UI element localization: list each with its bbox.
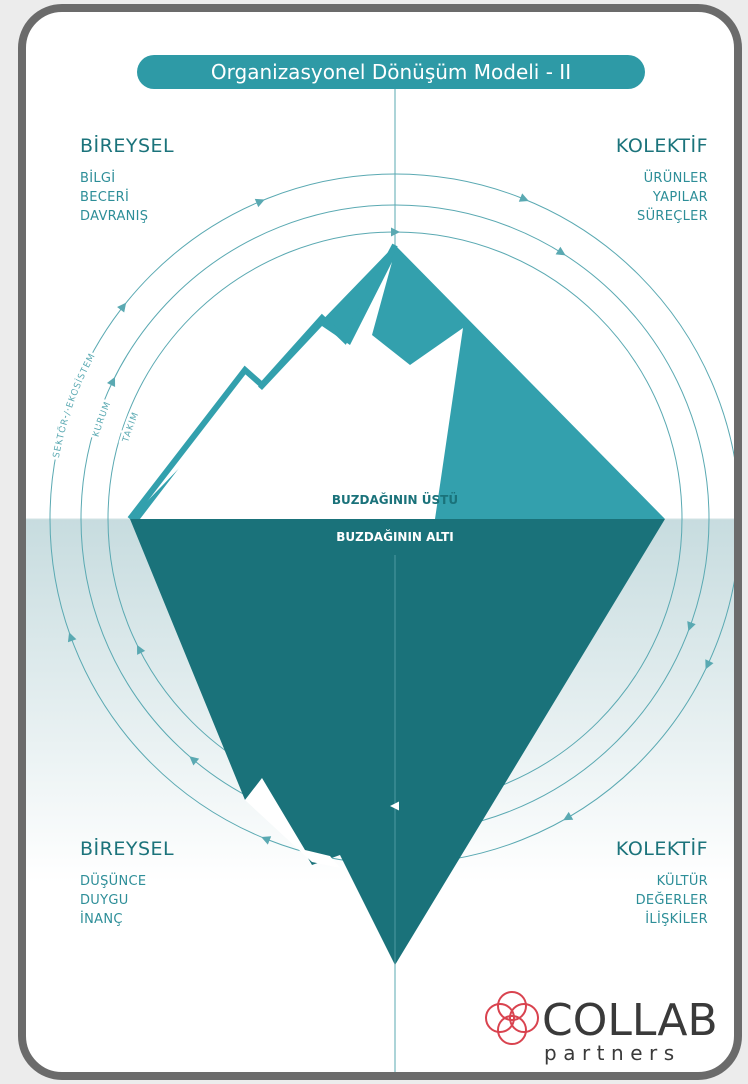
quadrant-item: YAPILAR [652,190,708,205]
quadrant-heading: KOLEKTİF [616,134,708,157]
quadrant-item: İNANÇ [80,911,123,927]
quadrant-item: İLİŞKİLER [645,911,708,927]
logo-tagline: partners [544,1041,681,1065]
quadrant-item: KÜLTÜR [657,872,708,889]
quadrant-item: BİLGİ [80,170,115,186]
page: BUZDAĞININ ÜSTÜ BUZDAĞININ ALTI TAKIM KU… [0,0,748,1084]
below-label: BUZDAĞININ ALTI [336,529,453,544]
quadrant-item: DEĞERLER [636,892,708,908]
quadrant-item: SÜREÇLER [637,207,708,224]
quadrant-heading: KOLEKTİF [616,837,708,860]
quadrant-item: ÜRÜNLER [644,169,708,186]
quadrant-heading: BİREYSEL [80,837,174,860]
quadrant-item: BECERİ [80,189,129,205]
logo-name: COLLAB [542,995,718,1046]
quadrant-item: DUYGU [80,893,129,908]
quadrant-heading: BİREYSEL [80,134,174,157]
quadrant-item: DÜŞÜNCE [80,872,146,889]
above-label: BUZDAĞININ ÜSTÜ [332,492,458,507]
quadrant-item: DAVRANIŞ [80,209,148,224]
title: Organizasyonel Dönüşüm Modeli - II [211,60,571,84]
